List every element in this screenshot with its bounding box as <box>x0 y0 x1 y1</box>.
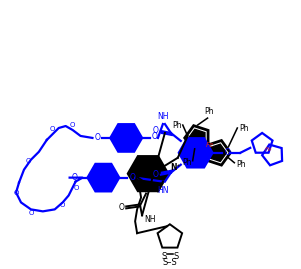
Text: Ph: Ph <box>182 158 192 167</box>
Text: Fe: Fe <box>264 147 272 152</box>
Text: O: O <box>153 170 159 179</box>
Polygon shape <box>128 157 168 191</box>
Text: NH: NH <box>144 215 156 224</box>
Text: S–S: S–S <box>163 258 177 267</box>
Text: O: O <box>60 203 65 208</box>
Text: HN: HN <box>157 186 169 194</box>
Text: Ph: Ph <box>239 123 249 133</box>
Text: N⁺: N⁺ <box>170 163 180 172</box>
Text: S: S <box>173 252 178 261</box>
Text: S: S <box>161 252 166 261</box>
Polygon shape <box>210 144 227 161</box>
Polygon shape <box>88 164 119 191</box>
Text: Fe: Fe <box>205 142 214 148</box>
Polygon shape <box>179 138 213 167</box>
Text: O: O <box>70 122 75 128</box>
Text: Ph: Ph <box>236 160 246 169</box>
Text: O: O <box>26 158 31 164</box>
Text: O: O <box>14 190 19 196</box>
Text: O: O <box>225 148 230 157</box>
Text: O: O <box>50 126 55 132</box>
Text: O: O <box>153 126 159 136</box>
Polygon shape <box>110 124 142 152</box>
Polygon shape <box>189 129 205 147</box>
Text: O: O <box>28 210 34 216</box>
Text: O: O <box>118 203 124 212</box>
Text: NH: NH <box>157 112 169 121</box>
Text: O: O <box>74 185 79 190</box>
Text: O: O <box>152 132 158 141</box>
Text: O: O <box>95 133 101 142</box>
Text: O: O <box>72 173 78 182</box>
Text: O: O <box>129 173 135 182</box>
Text: Ph: Ph <box>172 121 182 130</box>
Text: Ph: Ph <box>204 107 213 116</box>
